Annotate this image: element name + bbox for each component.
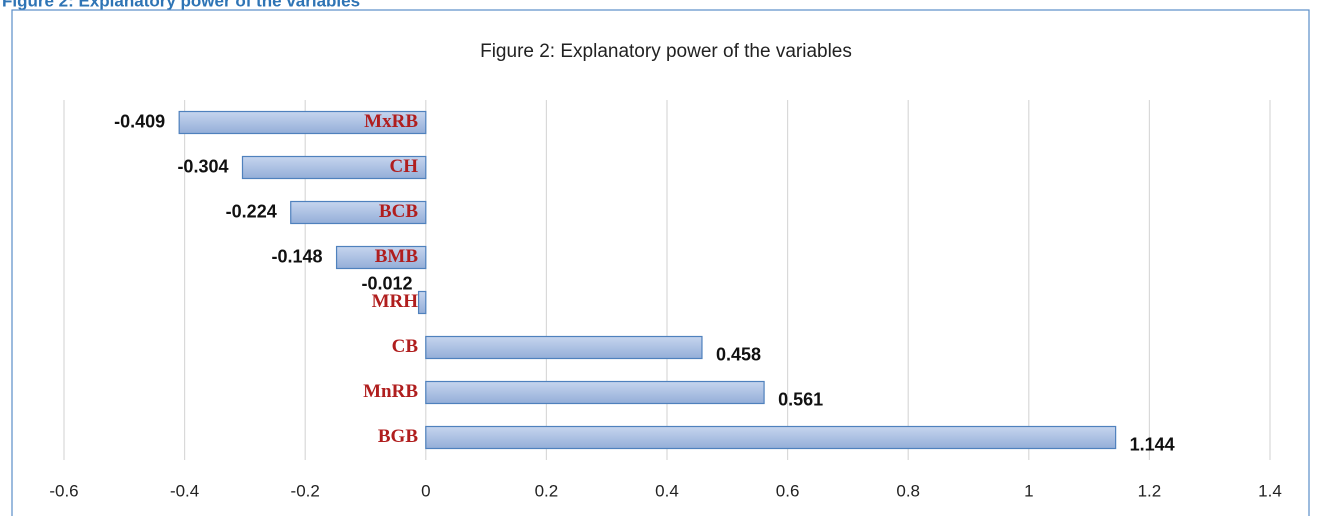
x-tick-label: 0.2	[535, 481, 559, 500]
bar	[290, 200, 427, 225]
bar	[178, 110, 427, 135]
bar	[417, 290, 427, 315]
category-label: BMB	[375, 246, 419, 267]
grid	[63, 100, 1271, 460]
category-label: MRH	[372, 291, 419, 312]
x-tick-label: -0.6	[49, 481, 78, 500]
x-tick-label: -0.2	[291, 481, 320, 500]
value-label: -0.409	[114, 111, 165, 131]
value-label: 0.458	[716, 344, 761, 364]
bar	[425, 425, 1117, 450]
category-label: CH	[390, 156, 419, 177]
bar	[335, 245, 427, 270]
category-label: BCB	[379, 201, 418, 222]
x-tick-label: 1.2	[1138, 481, 1162, 500]
bar	[425, 335, 703, 360]
category-label: CB	[392, 336, 419, 357]
figure-caption: Figure 2: Explanatory power of the varia…	[2, 0, 360, 10]
category-label: MxRB	[364, 111, 418, 132]
value-label: 1.144	[1130, 434, 1175, 454]
value-label: -0.304	[177, 156, 228, 176]
x-tick-label: 1.4	[1258, 481, 1282, 500]
value-label: -0.012	[362, 273, 413, 293]
x-tick-label: 0.6	[776, 481, 800, 500]
value-label: 0.561	[778, 389, 823, 409]
category-label: BGB	[378, 426, 418, 447]
bar	[425, 380, 765, 405]
bar	[241, 155, 427, 180]
chart-title: Figure 2: Explanatory power of the varia…	[480, 41, 852, 62]
x-tick-label: 0.8	[896, 481, 920, 500]
value-label: -0.224	[226, 201, 277, 221]
plot	[178, 110, 1117, 450]
x-tick-label: -0.4	[170, 481, 199, 500]
category-label: MnRB	[363, 381, 418, 402]
value-label: -0.148	[272, 246, 323, 266]
chart-frame	[11, 9, 1310, 516]
x-tick-label: 0	[421, 481, 430, 500]
x-tick-label: 0.4	[655, 481, 679, 500]
x-tick-label: 1	[1024, 481, 1033, 500]
